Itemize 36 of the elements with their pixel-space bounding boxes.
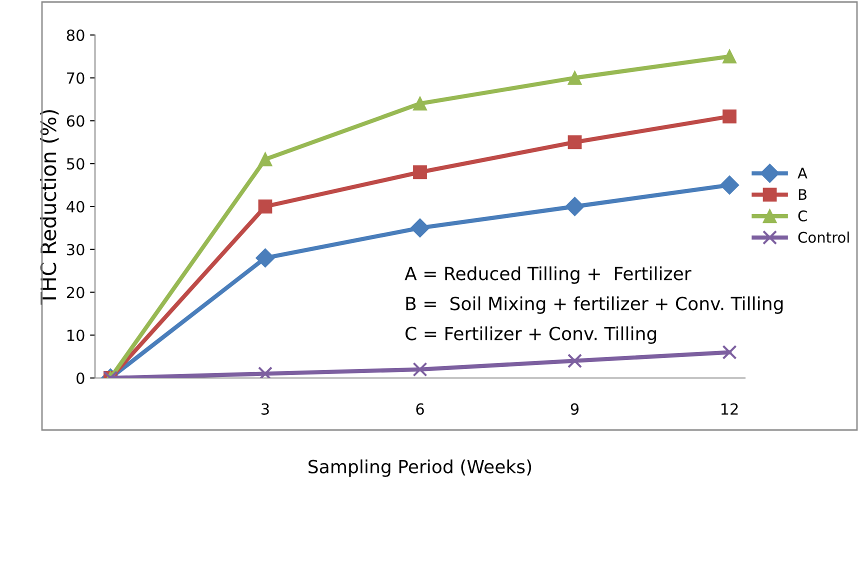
y-tick-label: 80 [66, 29, 84, 42]
legend-label: Control [798, 232, 849, 243]
point [256, 248, 275, 268]
x-axis-title: Sampling Period (Weeks) [308, 459, 532, 477]
y-tick-label: 0 [76, 372, 84, 384]
legend-label: B [798, 189, 806, 200]
x-tick-label: 3 [262, 403, 269, 415]
point [722, 49, 736, 64]
point [568, 70, 582, 85]
y-tick-label: 70 [67, 72, 84, 84]
annotation: B = Soil Mixing + fertilizer + Conv. Tilling [406, 296, 783, 314]
point [410, 218, 430, 238]
y-tick-label: 50 [67, 158, 84, 170]
annotation: A = Reduced Tilling + Fertilizer [404, 266, 692, 284]
point [413, 165, 427, 180]
annotation: C = Fertilizer + Conv. Tilling [406, 326, 656, 344]
x-tick-label: 9 [570, 403, 579, 415]
y-tick-label: 20 [66, 286, 84, 298]
y-tick-label: 60 [66, 115, 84, 127]
legend-label: A [798, 168, 808, 178]
point [720, 176, 740, 195]
y-tick-label: 10 [68, 330, 84, 342]
legend-label: C [798, 210, 807, 222]
x-tick-label: 6 [416, 403, 424, 415]
point [412, 362, 428, 377]
point [722, 110, 736, 124]
point [413, 96, 427, 111]
x-tick-label: 12 [721, 403, 738, 415]
point [565, 196, 584, 216]
point [568, 135, 582, 150]
point [258, 200, 272, 214]
y-tick-label: 30 [67, 244, 84, 256]
y-tick-label: 40 [66, 200, 84, 213]
point [258, 152, 272, 166]
point [722, 344, 737, 360]
point [567, 354, 582, 368]
